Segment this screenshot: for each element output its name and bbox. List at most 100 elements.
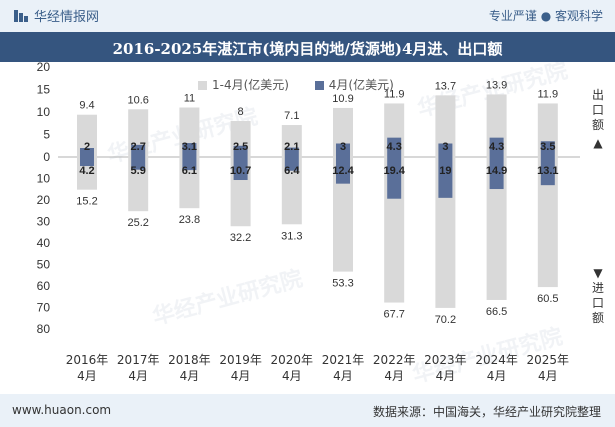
data-label-monthly-import: 6.4 [284,165,300,177]
y-tick-label: 5 [43,128,50,142]
bar-monthly-export [489,137,504,157]
x-tick-label: 4月 [487,369,507,383]
data-label-cumulative-import: 66.5 [486,306,507,318]
data-label-monthly-export: 2.1 [284,141,299,153]
footer-bar: www.huaon.com 数据来源：中国海关，华经产业研究院整理 [0,394,615,427]
tagline: 专业严谨 ● 客观科学 [488,9,603,23]
x-tick-label: 2017年 [117,353,160,367]
data-label-monthly-export: 2.7 [131,141,146,153]
data-label-cumulative-import: 23.8 [179,214,200,226]
data-label-cumulative-export: 13.9 [486,79,507,91]
bar-monthly-export [387,137,402,157]
import-arrow-icon: ▼ [593,266,603,280]
data-label-monthly-import: 4.2 [79,165,94,177]
data-label-monthly-import: 5.9 [131,165,146,177]
source-url[interactable]: www.huaon.com [12,403,112,417]
y-tick-label: 10 [37,172,51,186]
data-label-cumulative-export: 11.9 [538,88,559,100]
x-tick-label: 4月 [231,369,251,383]
bar-cumulative-import [537,157,558,288]
data-label-cumulative-export: 13.7 [435,80,456,92]
data-label-cumulative-export: 10.6 [127,94,148,106]
data-label-monthly-import: 12.4 [332,165,354,177]
y-tick-label: 70 [37,301,51,315]
export-side-label: 出口额 [591,88,604,132]
data-label-cumulative-export: 7.1 [284,110,299,122]
data-label-cumulative-import: 67.7 [383,309,404,321]
data-label-cumulative-import: 70.2 [435,314,456,326]
bar-monthly-import [131,157,146,170]
data-label-cumulative-import: 15.2 [76,196,97,208]
chart-title: 2016-2025年湛江市(境内目的地/货源地)4月进、出口额 [112,40,503,58]
x-tick-label: 4月 [77,369,97,383]
legend-label-cumulative: 1-4月(亿美元) [212,78,289,92]
chart-legend: 1-4月(亿美元) 4月(亿美元) [198,76,416,93]
data-label-monthly-import: 19.4 [383,165,405,177]
bar-cumulative-export [77,114,97,157]
y-tick-label: 50 [37,258,51,272]
data-label-monthly-export: 3 [442,141,448,153]
data-label-cumulative-import: 25.2 [127,217,148,229]
bar-monthly-import [233,157,248,181]
data-label-monthly-import: 10.7 [230,165,251,177]
data-label-cumulative-import: 32.2 [230,232,251,244]
data-label-cumulative-import: 53.3 [332,278,353,290]
bar-monthly-import [540,157,555,186]
x-tick-label: 4月 [333,369,353,383]
x-tick-label: 4月 [436,369,456,383]
legend-label-monthly: 4月(亿美元) [328,78,394,92]
data-label-monthly-import: 13.1 [537,165,558,177]
y-tick-label: 30 [37,215,51,229]
y-tick-label: 20 [37,193,51,207]
bar-monthly-import [336,157,350,184]
y-tick-label: 0 [43,150,50,164]
export-arrow-icon: ▲ [593,136,603,150]
x-tick-label: 2025年 [527,353,570,367]
data-label-monthly-export: 3 [340,141,346,153]
bar-monthly-export [540,141,555,157]
data-label-monthly-import: 19 [439,165,451,177]
bar-monthly-export [182,143,197,157]
x-tick-label: 4月 [180,369,200,383]
bar-cumulative-import [486,157,507,300]
x-tick-label: 2016年 [66,353,109,367]
import-side-label: 进口额 [591,281,604,325]
bar-monthly-import [182,157,197,171]
y-tick-label: 60 [37,279,51,293]
bar-monthly-export [80,148,94,157]
bar-cumulative-import [281,157,302,225]
data-label-monthly-export: 2 [84,141,90,153]
y-tick-label: 10 [37,105,51,119]
x-tick-label: 4月 [128,369,148,383]
data-label-cumulative-import: 31.3 [281,230,302,242]
x-tick-label: 2022年 [373,353,416,367]
source-note: 数据来源：中国海关，华经产业研究院整理 [372,405,601,419]
x-tick-label: 2023年 [424,353,467,367]
bar-monthly-import [489,157,504,190]
y-tick-label: 40 [37,236,51,250]
data-label-monthly-export: 2.5 [233,141,248,153]
data-label-monthly-export: 4.3 [387,141,402,153]
title-bar: 2016-2025年湛江市(境内目的地/货源地)4月进、出口额 [0,32,615,62]
x-tick-label: 2024年 [475,353,518,367]
bar-cumulative-import [333,157,353,272]
brand[interactable]: 华经情报网 [14,6,99,25]
bar-cumulative-import [128,157,149,212]
brand-name: 华经情报网 [34,10,100,25]
chart-canvas: 2015105010203040506070809.415.224.22016年… [37,60,580,383]
bar-monthly-import [284,157,299,171]
legend-item-monthly[interactable]: 4月(亿美元) [314,76,394,93]
y-tick-label: 15 [37,83,51,97]
data-label-cumulative-export: 9.4 [79,100,94,112]
data-label-cumulative-export: 10.9 [332,93,353,105]
x-tick-label: 4月 [282,369,302,383]
data-label-cumulative-export: 11.9 [384,88,405,100]
y-tick-label: 20 [37,60,51,74]
data-label-monthly-export: 4.3 [489,141,504,153]
y-tick-label: 80 [37,322,51,336]
x-tick-label: 2019年 [219,353,262,367]
legend-item-cumulative[interactable]: 1-4月(亿美元) [198,76,289,93]
data-label-cumulative-export: 8 [238,106,244,118]
bar-monthly-export [336,143,350,157]
x-tick-label: 2018年 [168,353,211,367]
